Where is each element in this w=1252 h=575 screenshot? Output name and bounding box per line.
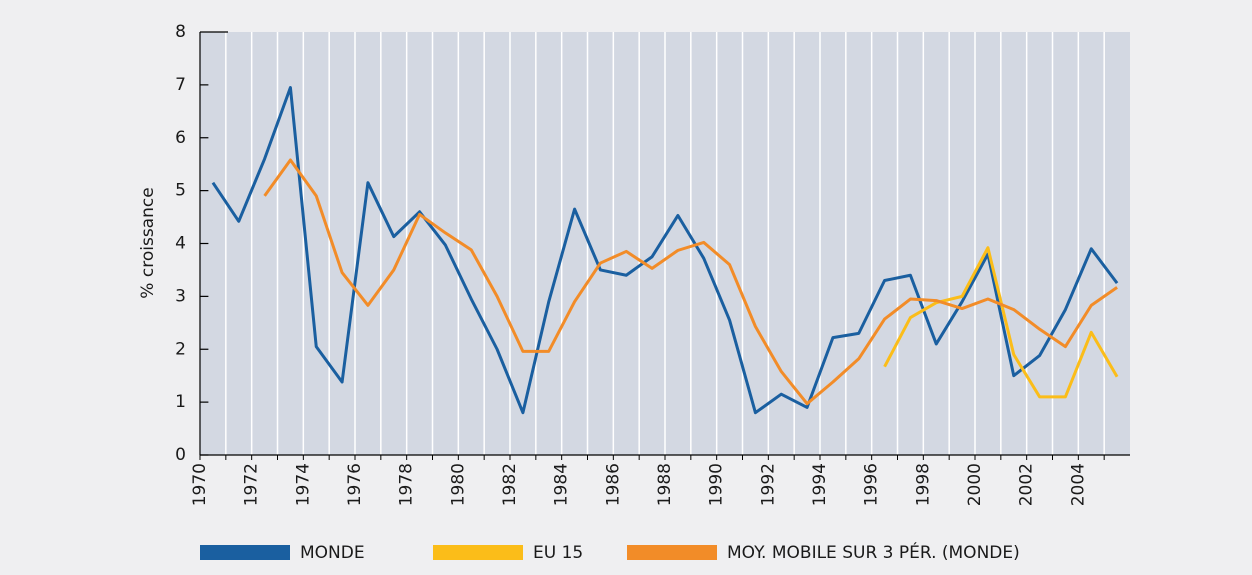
y-axis-label: % croissance: [138, 187, 158, 298]
x-tick-label: 1980: [448, 463, 468, 506]
y-tick-label: 5: [175, 181, 186, 201]
legend-swatch: [200, 545, 290, 560]
x-tick-label: 1990: [707, 463, 727, 506]
x-tick-label: 2004: [1068, 463, 1088, 506]
x-tick-label: 1994: [810, 463, 830, 506]
x-tick-label: 1996: [862, 463, 882, 506]
legend-swatch: [433, 545, 523, 560]
legend-label: EU 15: [533, 543, 583, 563]
x-tick-label: 1982: [500, 463, 520, 506]
series-line: [883, 246, 1119, 399]
y-tick-label: 1: [175, 392, 186, 412]
x-tick-label: 1998: [913, 463, 933, 506]
x-tick-label: 2002: [1017, 463, 1037, 506]
y-tick-label: 3: [175, 286, 186, 306]
series-line: [211, 86, 1119, 415]
x-tick-label: 1976: [345, 463, 365, 506]
x-tick-label: 1974: [293, 463, 313, 506]
legend-label: MONDE: [300, 543, 365, 563]
x-tick-label: 1986: [603, 463, 623, 506]
legend-label: MOY. MOBILE SUR 3 PÉR. (MONDE): [727, 541, 1020, 563]
x-tick-label: 1984: [552, 463, 572, 506]
x-tick-label: 1972: [242, 463, 262, 506]
y-tick-label: 6: [175, 128, 186, 148]
y-tick-label: 7: [175, 75, 186, 95]
x-tick-label: 1988: [655, 463, 675, 506]
legend-swatch: [627, 545, 717, 560]
y-tick-label: 2: [175, 339, 186, 359]
x-tick-label: 1970: [190, 463, 210, 506]
x-tick-label: 1978: [397, 463, 417, 506]
y-tick-label: 8: [175, 22, 186, 42]
x-tick-label: 1992: [758, 463, 778, 506]
x-tick-label: 2000: [965, 463, 985, 506]
y-tick-label: 4: [175, 234, 186, 254]
series-line: [263, 158, 1118, 406]
y-tick-label: 0: [175, 445, 186, 465]
